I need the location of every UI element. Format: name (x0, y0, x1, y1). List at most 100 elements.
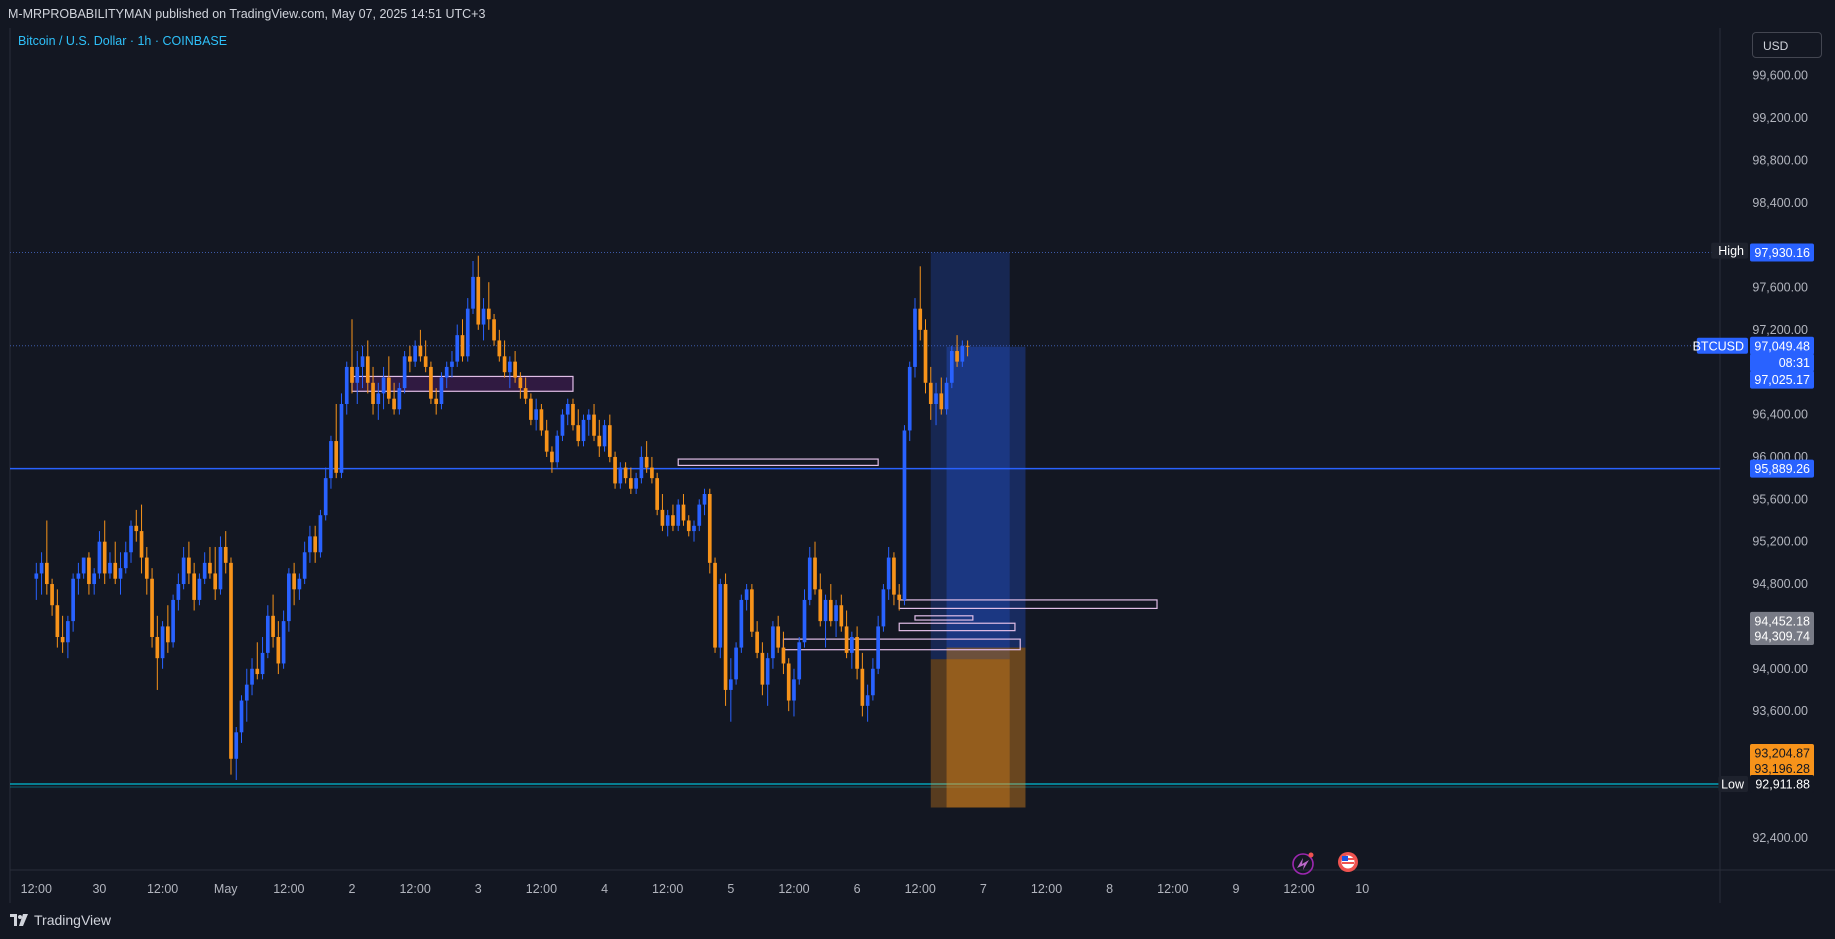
price-tag-box (1750, 243, 1814, 262)
candle-body (639, 456, 644, 479)
time-tick-label: 12:00 (526, 882, 557, 896)
candle-body (160, 626, 165, 659)
candle-body (486, 308, 491, 320)
candle-body (129, 525, 133, 553)
candle-body (744, 589, 749, 600)
candle-body (792, 679, 796, 701)
candle-body (928, 382, 933, 404)
candle-body (439, 377, 444, 404)
tradingview-logo-icon (10, 914, 28, 926)
price-tag-value: 97,930.16 (1754, 246, 1810, 260)
time-tick-label: 12:00 (273, 882, 304, 896)
candle-body (92, 573, 97, 585)
time-axis[interactable]: 12:00 30 12:00 May 12:00 2 12:00 3 12:00 4 12:00 5 1… (21, 882, 1370, 896)
publish-header: M-MRPROBABILITYMAN published on TradingV… (0, 0, 1835, 28)
candle-body (718, 584, 723, 648)
spark-icon[interactable] (1292, 852, 1314, 875)
candle-body (423, 356, 428, 367)
candle-body (650, 467, 654, 479)
candle-body (197, 578, 202, 600)
time-tick-label: 12:00 (652, 882, 683, 896)
candle-body (586, 414, 591, 420)
price-tag-box (1750, 336, 1814, 355)
candle-body (508, 361, 512, 373)
symbol-title[interactable]: Bitcoin / U.S. Dollar · 1h · COINBASE (18, 34, 228, 48)
price-chart[interactable]: 99,600.00 99,200.00 98,800.00 98,400.00 97,6… (0, 0, 1835, 903)
candle-body (723, 584, 728, 690)
candle-body (634, 478, 638, 489)
price-tag-value: 94,452.18 (1754, 614, 1810, 628)
candle-body (166, 626, 170, 643)
zones-layer (351, 375, 1158, 651)
price-axis[interactable]: 99,600.00 99,200.00 98,800.00 98,400.00 97,6… (1752, 69, 1808, 846)
candle-body (481, 308, 486, 325)
price-tick-label: 99,600.00 (1752, 69, 1808, 83)
candle-body (218, 546, 223, 590)
candle-body (518, 377, 523, 389)
us-flag-icon[interactable] (1338, 852, 1358, 872)
candle-body (671, 515, 675, 526)
time-tick-label: 7 (980, 882, 987, 896)
candle-body (860, 668, 865, 706)
candle-body (513, 361, 517, 378)
candle-body (171, 599, 175, 643)
candle-body (629, 478, 633, 489)
candle-body (665, 515, 670, 526)
candle-body (281, 621, 286, 664)
candle-body (181, 557, 186, 585)
tradingview-logo[interactable]: TradingView (10, 912, 111, 928)
time-tick-label: 30 (92, 882, 106, 896)
candle-body (302, 552, 307, 579)
candle-body (71, 578, 75, 622)
candle-body (918, 308, 923, 330)
candle-body (97, 541, 102, 574)
price-tag-label: High (1718, 244, 1744, 258)
candle-body (818, 589, 823, 622)
candle-body (39, 562, 44, 574)
candle-body (108, 562, 112, 574)
candle-body (713, 562, 717, 648)
candle-body (607, 425, 612, 457)
candle-body (297, 578, 302, 590)
price-tag-label: Low (1721, 778, 1745, 792)
candle-body (66, 621, 70, 643)
candle-body (581, 419, 586, 442)
candle-body (339, 403, 344, 473)
candle-body (187, 557, 191, 574)
candle-body (781, 647, 786, 664)
candle-body (450, 361, 454, 367)
currency-button[interactable]: USD (1752, 32, 1822, 58)
price-tick-label: 97,600.00 (1752, 280, 1808, 294)
time-tick-label: 10 (1355, 882, 1369, 896)
candle-body (192, 573, 196, 600)
candle-body (150, 578, 154, 637)
candle-body (555, 435, 560, 463)
time-tick-label: 12:00 (1157, 882, 1188, 896)
candle-body (329, 441, 333, 479)
candle-body (834, 605, 838, 622)
long-position-tool[interactable] (930, 252, 1026, 808)
price-tag-value: 93,196.28 (1754, 762, 1810, 776)
zone-box (677, 458, 879, 467)
candle-body (913, 308, 917, 367)
candle-body (376, 393, 381, 404)
candle-body (734, 647, 738, 680)
candle-body (102, 541, 107, 574)
candle-body (360, 356, 365, 367)
price-tick-label: 94,000.00 (1752, 662, 1808, 676)
position-inner-stop-zone (946, 647, 1026, 808)
candle-body (539, 409, 544, 431)
zone-box (898, 622, 1016, 632)
price-tag-label-box (1696, 337, 1748, 354)
candle-body (618, 467, 623, 484)
candle-body (681, 504, 686, 521)
candle-body (897, 594, 902, 600)
candle-body (750, 589, 754, 632)
price-tick-label: 99,200.00 (1752, 111, 1808, 125)
position-outer-stop-zone (930, 659, 1010, 808)
time-tick-label: 8 (1106, 882, 1113, 896)
price-tag-box (1750, 626, 1814, 645)
candle-body (350, 366, 354, 383)
candle-body (760, 652, 765, 685)
candle-body (34, 573, 39, 579)
